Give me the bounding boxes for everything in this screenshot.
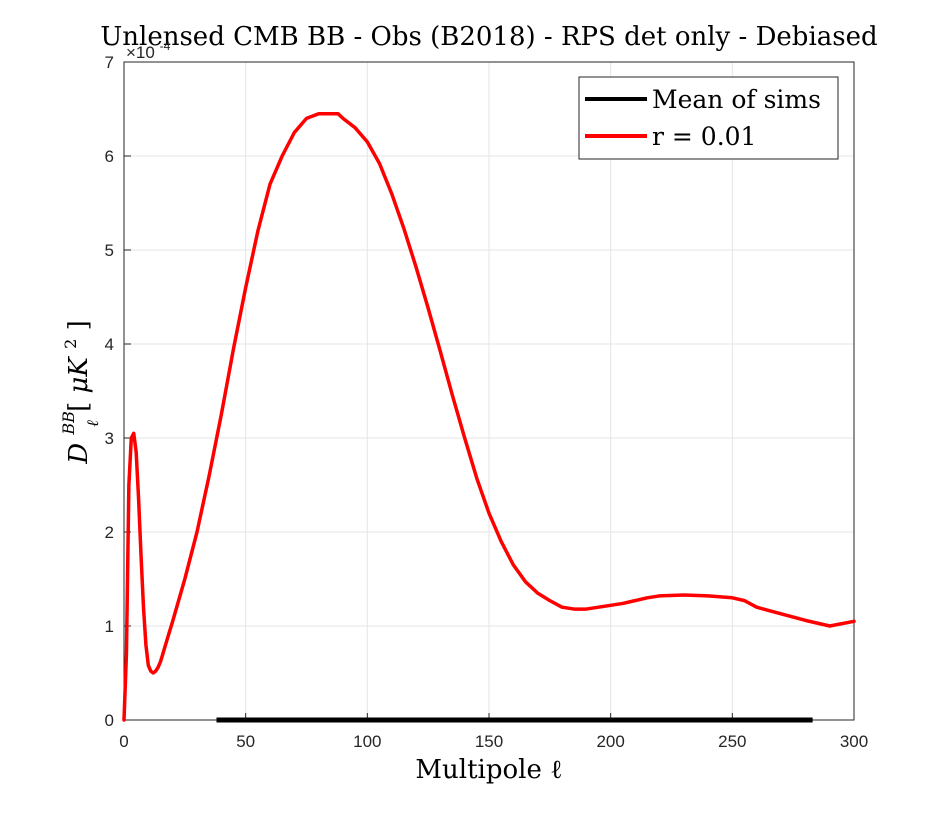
y-label-base: D	[64, 443, 94, 465]
legend-items: Mean of sims r = 0.01	[585, 85, 821, 151]
y-tick-label: 5	[105, 241, 114, 260]
x-tick-label: 300	[840, 732, 868, 751]
x-tick-label: 50	[236, 732, 255, 751]
y-axis-label: D BB ℓ [ μK 2 ]	[51, 320, 105, 464]
x-tick-label: 200	[596, 732, 624, 751]
x-tick-label: 150	[475, 732, 503, 751]
y-tick-label: 3	[105, 429, 114, 448]
plot-series	[122, 111, 856, 723]
legend-label: r = 0.01	[652, 122, 756, 151]
y-tick-label: 7	[105, 53, 114, 72]
x-tick-label: 100	[353, 732, 381, 751]
y-label-unit-body: μK	[64, 356, 94, 394]
y-tick-label: 1	[105, 617, 114, 636]
x-tick-label: 250	[718, 732, 746, 751]
chart-legend: Mean of sims r = 0.01	[578, 76, 839, 160]
y-exponent-power: -4	[160, 39, 171, 53]
legend-box	[578, 76, 839, 160]
chart-title: Unlensed CMB BB - Obs (B2018) - RPS det …	[100, 22, 877, 52]
y-axis-label-text: D BB ℓ [ μK 2 ]	[51, 320, 105, 464]
y-tick-label: 0	[105, 711, 114, 730]
y-label-unit-close: ]	[64, 320, 94, 330]
y-tick-label: 2	[105, 523, 114, 542]
x-axis-label: Multipole ℓ	[415, 755, 562, 785]
y-label-subscript: ℓ	[83, 420, 102, 427]
legend-label: Mean of sims	[652, 85, 821, 114]
x-tick-label: 0	[119, 732, 128, 751]
y-label-unit-power: 2	[61, 339, 80, 349]
series-line-r-0-01	[122, 111, 856, 722]
y-label-unit-open: [	[64, 402, 94, 412]
y-tick-label: 4	[105, 335, 114, 354]
y-exponent-base: ×10 -4	[126, 39, 171, 62]
y-axis-exponent: ×10 -4	[126, 39, 171, 62]
y-exponent-base-text: ×10	[126, 43, 155, 62]
axis-ticks: 0 50 100 150 200 250 300 0 1 2 3 4 5 6 7	[105, 53, 869, 751]
y-label-superscript: BB	[59, 411, 78, 436]
y-tick-label: 6	[105, 147, 114, 166]
